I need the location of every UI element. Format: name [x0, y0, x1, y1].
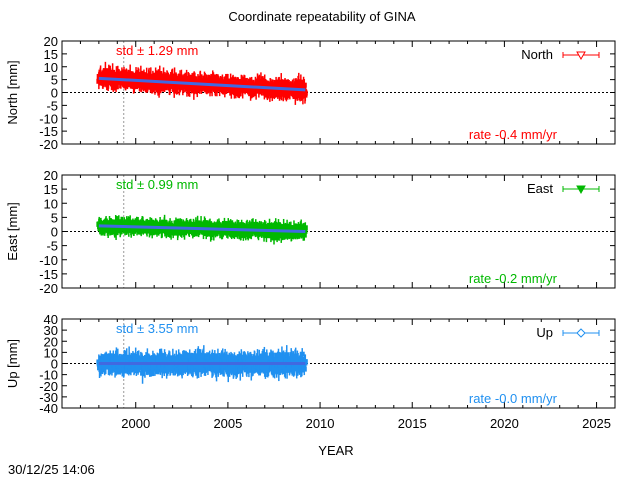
data-point	[302, 359, 308, 365]
std-label: std ± 1.29 mm	[116, 43, 198, 58]
legend-marker-diamond-icon	[576, 328, 586, 338]
data-point	[138, 72, 144, 78]
y-tick-label: 15	[44, 182, 58, 197]
y-tick-label: 40	[44, 312, 58, 327]
data-point	[302, 225, 308, 231]
data-point	[162, 85, 168, 91]
legend-label: North	[521, 47, 553, 62]
data-point	[301, 82, 307, 88]
data-point	[201, 353, 207, 359]
y-axis-label: East [mm]	[5, 202, 20, 261]
chart-title: Coordinate repeatability of GINA	[228, 9, 415, 24]
y-tick-label: -10	[39, 368, 58, 383]
data-point	[221, 220, 227, 226]
data-point	[209, 85, 215, 91]
y-tick-label: 15	[44, 47, 58, 62]
legend-marker-triangle-icon	[576, 51, 586, 61]
data-point	[282, 79, 288, 85]
legend-label: Up	[536, 325, 553, 340]
data-point	[154, 222, 160, 228]
data-point	[302, 90, 308, 96]
data-point	[299, 351, 305, 357]
std-label: std ± 0.99 mm	[116, 177, 198, 192]
legend: North	[521, 47, 600, 62]
std-label: std ± 3.55 mm	[116, 321, 198, 336]
legend: East	[527, 181, 600, 196]
x-tick-label: 2000	[121, 416, 150, 431]
y-tick-label: -5	[46, 239, 58, 254]
data-point	[284, 352, 290, 358]
legend-marker-triangle-icon	[576, 185, 586, 195]
y-tick-label: -15	[39, 124, 58, 139]
x-tick-label: 2025	[582, 416, 611, 431]
y-tick-label: -15	[39, 267, 58, 282]
trend-line	[98, 76, 306, 92]
y-tick-label: 0	[51, 357, 58, 372]
data-point	[195, 220, 201, 226]
data-point	[157, 71, 163, 77]
data-point	[271, 235, 277, 241]
y-tick-label: -20	[39, 137, 58, 152]
y-tick-label: 20	[44, 34, 58, 49]
y-tick-label: -30	[39, 390, 58, 405]
data-point	[102, 68, 108, 74]
data-point	[275, 352, 281, 358]
y-axis-label: North [mm]	[5, 60, 20, 124]
rate-label: rate -0.2 mm/yr	[469, 271, 558, 286]
rate-label: rate -0.0 mm/yr	[469, 391, 558, 406]
y-tick-label: 0	[51, 86, 58, 101]
y-tick-label: -10	[39, 253, 58, 268]
y-tick-label: 20	[44, 168, 58, 183]
data-point	[173, 220, 179, 226]
y-tick-label: 30	[44, 323, 58, 338]
y-tick-label: 10	[44, 345, 58, 360]
data-point	[121, 367, 127, 373]
data-point	[256, 88, 262, 94]
trend-line	[98, 224, 306, 233]
timestamp: 30/12/25 14:06	[8, 462, 95, 477]
data-point	[113, 230, 119, 236]
y-tick-label: -20	[39, 281, 58, 296]
y-tick-label: 5	[51, 210, 58, 225]
legend: Up	[536, 325, 600, 340]
y-tick-label: 10	[44, 196, 58, 211]
data-point	[171, 86, 177, 92]
y-tick-label: 5	[51, 73, 58, 88]
y-tick-label: 20	[44, 334, 58, 349]
rate-label: rate -0.4 mm/yr	[469, 127, 558, 142]
x-tick-label: 2020	[490, 416, 519, 431]
data-point	[113, 84, 119, 90]
x-tick-label: 2010	[306, 416, 335, 431]
x-tick-label: 2005	[213, 416, 242, 431]
data-point	[284, 367, 290, 373]
x-tick-label: 2015	[398, 416, 427, 431]
y-tick-label: -40	[39, 401, 58, 416]
y-tick-label: 10	[44, 60, 58, 75]
data-point	[298, 79, 304, 85]
legend-label: East	[527, 181, 553, 196]
y-tick-label: -10	[39, 111, 58, 126]
x-axis-label: YEAR	[318, 443, 353, 458]
y-tick-label: -20	[39, 379, 58, 394]
y-tick-label: -5	[46, 98, 58, 113]
y-tick-label: 0	[51, 225, 58, 240]
data-point	[98, 367, 104, 373]
data-point	[138, 228, 144, 234]
data-point	[283, 92, 289, 98]
y-axis-label: Up [mm]	[5, 339, 20, 388]
data-point	[152, 85, 158, 91]
